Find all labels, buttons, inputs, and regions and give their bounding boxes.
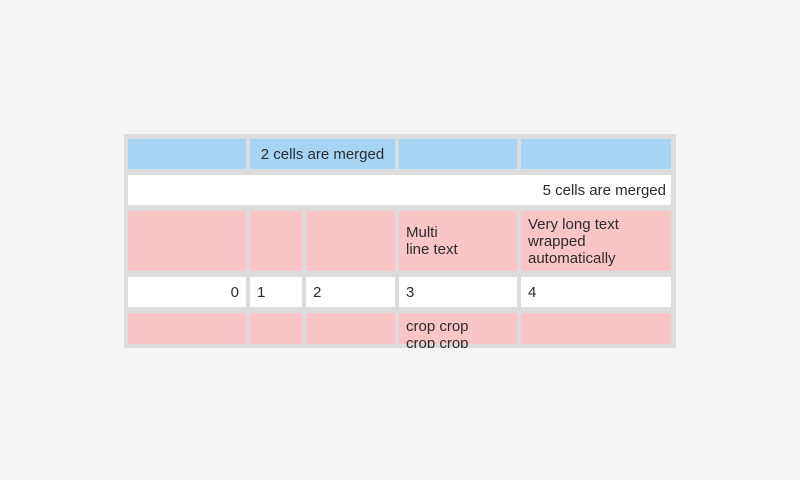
- cell-number-3: 3: [399, 277, 517, 307]
- cell-multi-line: Multi line text: [399, 211, 517, 271]
- cell-r5c2: [250, 313, 302, 344]
- cell-r1c4: [399, 139, 517, 169]
- merged-cell-5: 5 cells are merged: [128, 175, 671, 205]
- cell-r5c1: [128, 313, 246, 344]
- cell-wrapped-text: Very long text wrapped automatically: [521, 211, 671, 271]
- cell-r1c1: [128, 139, 246, 169]
- cell-r5c3: [306, 313, 395, 344]
- cell-r3c3: [306, 211, 395, 271]
- cell-number-0: 0: [128, 277, 246, 307]
- merged-cell-2: 2 cells are merged: [250, 139, 395, 169]
- cell-number-4: 4: [521, 277, 671, 307]
- cell-r3c2: [250, 211, 302, 271]
- table-widget[interactable]: 2 cells are merged 5 cells are merged Mu…: [124, 134, 676, 348]
- cell-number-2: 2: [306, 277, 395, 307]
- cell-r3c1: [128, 211, 246, 271]
- cell-r5c5: [521, 313, 671, 344]
- table-grid: 2 cells are merged 5 cells are merged Mu…: [128, 139, 676, 348]
- cell-number-1: 1: [250, 277, 302, 307]
- cell-crop-text: crop crop crop crop: [399, 313, 517, 348]
- cell-r1c5: [521, 139, 671, 169]
